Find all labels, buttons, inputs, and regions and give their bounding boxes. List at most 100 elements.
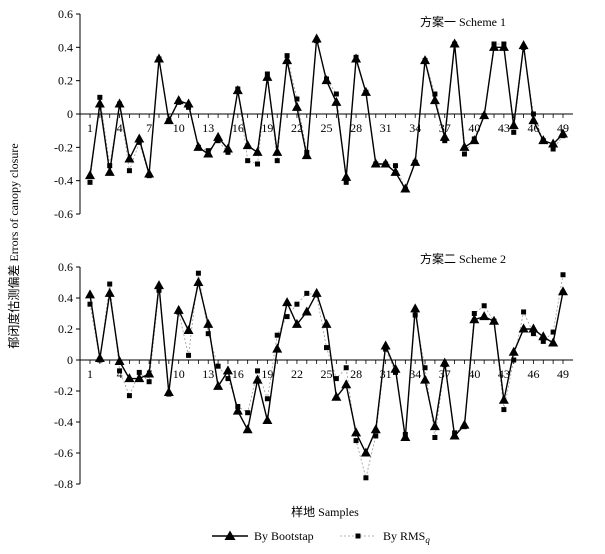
bootstrap-point (558, 128, 568, 138)
x-tick-label: 28 (350, 367, 362, 381)
bootstrap-point (153, 53, 164, 63)
bootstrap-point (538, 331, 549, 341)
bootstrap-point (85, 170, 95, 180)
y-tick-label: -0.4 (54, 415, 73, 429)
bootstrap-point (380, 158, 391, 168)
bootstrap-point (341, 171, 352, 181)
bootstrap-point (262, 414, 273, 424)
x-tick-label: 31 (380, 121, 392, 135)
y-tick-label: 0.2 (58, 74, 73, 88)
rmsq-point (215, 363, 221, 369)
bootstrap-point (153, 280, 164, 290)
bootstrap-point (498, 394, 509, 404)
bootstrap-point (173, 95, 184, 105)
bootstrap-point (429, 421, 440, 431)
bootstrap-point (489, 41, 500, 51)
rmsq-point (126, 168, 132, 174)
rmsq-point (205, 331, 211, 337)
bootstrap-point (439, 131, 450, 141)
x-tick-label: 7 (146, 121, 152, 135)
bootstrap-point (528, 323, 539, 333)
x-tick-label: 13 (202, 367, 214, 381)
bootstrap-point (420, 55, 431, 65)
rmsq-point (333, 376, 339, 382)
rmsq-point (392, 163, 398, 169)
bootstrap-point (193, 277, 204, 286)
bootstrap-point (272, 146, 283, 156)
bootstrap-point (410, 303, 421, 313)
bootstrap-point (232, 85, 243, 95)
bootstrap-point (410, 156, 421, 166)
bootstrap-point (183, 98, 194, 108)
y-tick-label: -0.6 (54, 207, 73, 221)
rmsq-point (97, 94, 103, 100)
bootstrap-point (548, 337, 559, 347)
rmsq-point (511, 129, 517, 135)
x-tick-label: 28 (350, 121, 362, 135)
bootstrap-point (213, 380, 224, 390)
x-tick-label: 4 (117, 367, 123, 381)
rmsq-point (284, 314, 290, 320)
rmsq-point (136, 369, 142, 375)
rmsq-point (343, 365, 349, 371)
rmsq-point (461, 151, 467, 157)
bootstrap-point (134, 133, 145, 143)
x-tick-label: 10 (173, 367, 185, 381)
bootstrap-point (321, 75, 332, 85)
bootstrap-point (124, 153, 135, 163)
bootstrap-point (498, 41, 509, 51)
rmsq-point (501, 407, 507, 413)
rmsq-point (333, 91, 339, 97)
rmsq-point (530, 331, 536, 337)
rmsq-point (294, 96, 300, 102)
rmsq-point (353, 438, 359, 444)
x-tick-label: 43 (498, 121, 510, 135)
bootstrap-point (144, 168, 155, 178)
x-tick-label: 13 (202, 121, 214, 135)
bootstrap-point (311, 33, 322, 43)
bootstrap-point (449, 430, 460, 440)
rmsq-point (530, 111, 536, 117)
x-tick-label: 22 (291, 367, 303, 381)
legend-bootstrap-label: By Bootstap (254, 529, 314, 543)
bootstrap-point (321, 318, 332, 328)
rmsq-point (481, 303, 487, 309)
bootstrap-point (538, 135, 549, 145)
bootstrap-point (203, 318, 214, 328)
bootstrap-point (301, 150, 312, 160)
bootstrap-point (114, 98, 125, 108)
rmsq-point (274, 158, 280, 164)
y-tick-label: 0 (67, 107, 73, 121)
bootstrap-point (370, 424, 381, 434)
legend: By Bootstap By RMSq (212, 529, 430, 545)
y-tick-label: -0.4 (54, 174, 73, 188)
rmsq-point (264, 396, 270, 402)
scheme-2-title: 方案二 Scheme 2 (420, 251, 506, 266)
rmsq-point (186, 352, 192, 358)
bootstrap-point (508, 120, 519, 130)
bootstrap-point (429, 95, 440, 105)
rmsq-point (245, 158, 251, 164)
x-tick-label: 4 (117, 121, 123, 135)
y-tick-label: 0.6 (58, 7, 73, 21)
bootstrap-point (134, 373, 145, 383)
bootstrap-point (104, 166, 115, 176)
rmsq-point (540, 338, 546, 344)
bootstrap-point (193, 141, 204, 151)
bootstrap-point (311, 287, 322, 297)
x-tick-label: 40 (468, 367, 480, 381)
bootstrap-point (183, 325, 194, 335)
bootstrap-point (528, 115, 539, 125)
bootstrap-point (400, 183, 411, 193)
bootstrap-point (94, 98, 105, 108)
bootstrap-point (518, 323, 529, 333)
bootstrap-point (242, 140, 253, 150)
bootstrap-point (331, 96, 342, 106)
legend-rms-text: By RMS (383, 529, 425, 543)
rmsq-point (422, 365, 428, 371)
x-tick-label: 46 (527, 121, 539, 135)
bootstrap-point (301, 306, 312, 316)
bootstrap-point (114, 356, 125, 366)
bootstrap-point (390, 363, 401, 373)
